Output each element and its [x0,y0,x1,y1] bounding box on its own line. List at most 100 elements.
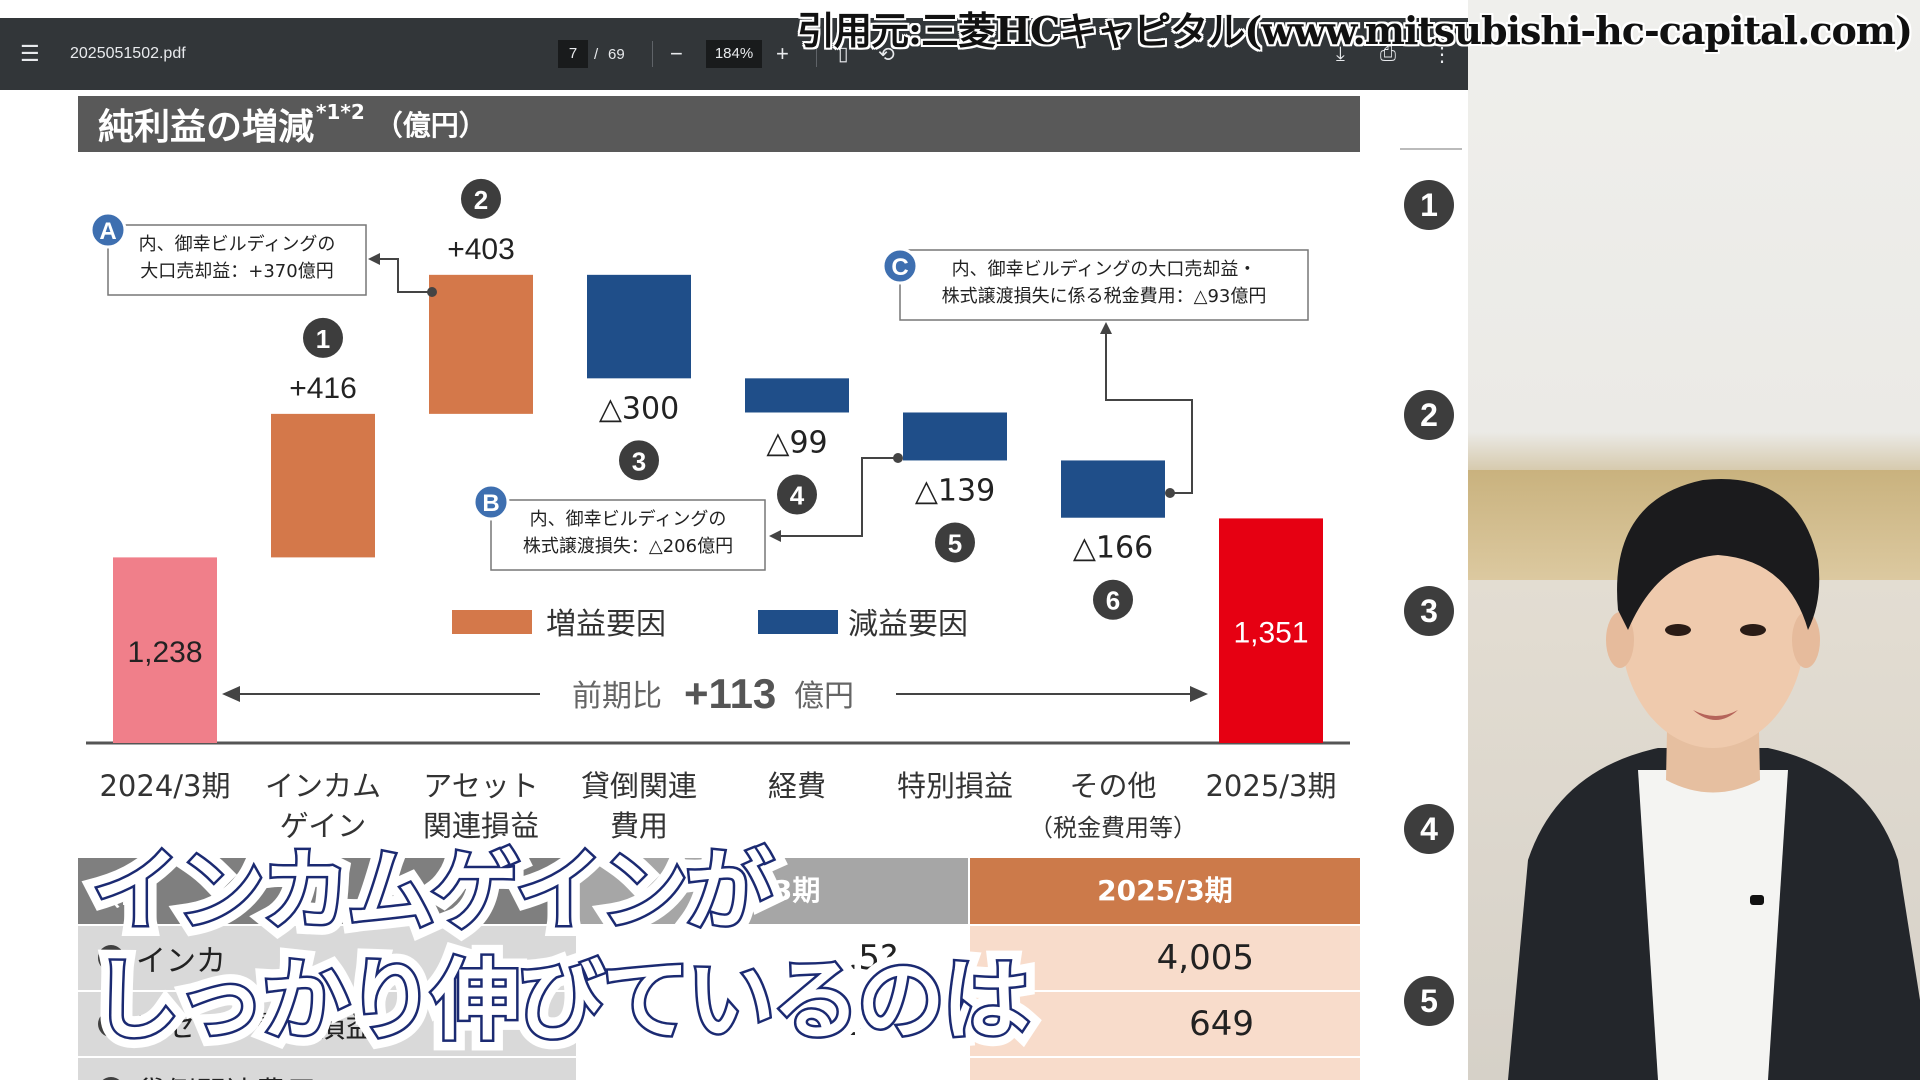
step-marker-circle [303,317,343,358]
category-label: 特別損益 [897,769,1013,803]
category-label: その他 [1069,769,1156,803]
total-pages: 69 [608,45,625,63]
annotation-a-dot [427,287,437,297]
waterfall-bar [745,378,849,413]
rotate-button[interactable]: ⟲ [878,18,895,90]
table-header-label: （1 [78,858,576,924]
annotation-c-connector [1105,328,1193,494]
step-marker-circle [777,474,817,515]
step-marker-number: 1 [316,324,330,354]
page-number-input[interactable]: 7 [558,40,588,68]
category-label: アセット [423,769,538,803]
category-label-line2: 関連損益 [423,809,539,843]
annotation-line2: 株式譲渡損失に係る税金費用：△93億円 [942,286,1267,307]
annotation-line1: 内、御幸ビルディングの大口売却益・ [952,259,1257,280]
zoom-input[interactable]: 184% [706,40,762,68]
caption-line2: しっかり伸びているのは [89,947,1032,1055]
slide-page: 純利益の増減 *1*2 （億円） 1,238 +416 1 +403 2 △300 3 △99… [0,90,1468,1080]
annotation-b-connector [775,457,896,537]
waterfall-bar [903,412,1007,461]
menu-icon: ☰ [20,41,40,66]
waterfall-bar [1061,460,1165,518]
waterfall-chart: 1,238 +416 1 +403 2 △300 3 △99 4 △139 5 △166 6 1,351 2… [86,178,1350,843]
row-current-value: 4,005 [970,926,1360,990]
step-marker-number: 5 [948,528,962,558]
toolbar-divider [652,41,653,67]
annotation-badge-letter: C [891,254,908,281]
fit-page-button[interactable]: ▯ [838,18,848,90]
table-header-current: 2025/3期 [970,858,1360,924]
bar-value-label: +416 [289,372,357,405]
presenter-video [1468,0,1920,1080]
download-button[interactable]: ⤓ [1336,18,1345,90]
waterfall-bar [429,274,533,414]
bar-value-label: 1,238 [127,636,202,669]
legend-swatch-decrease [758,610,838,634]
print-icon: ⎙ [1380,42,1396,65]
comparison-prefix: 前期比 [572,679,662,714]
bar-value-label: △139 [915,473,995,508]
toolbar-divider [816,41,817,67]
row-prev-value: 24? [576,992,968,1056]
category-label: 貸倒関連 [581,769,697,803]
fit-page-icon: ▯ [838,43,849,65]
category-label-line2: （税金費用等） [1029,814,1197,842]
caption-line2-outline: しっかり伸びているのは [81,938,1041,1063]
annotation-c-arrowhead [1100,322,1112,334]
annotation-line1: 内、御幸ビルディングの [139,234,336,255]
row-number: 2 [98,1011,124,1037]
zoom-out-button[interactable]: − [670,18,683,90]
table-header-prev: 24/3期 [576,858,968,924]
source-credit: 引用元:三菱HCキャピタル(www.mitsubishi-hc-capital.… [797,8,1913,53]
waterfall-bar [113,557,217,743]
row-label: インカ [136,944,226,979]
step-marker-number: 4 [790,480,805,510]
bar-value-label: 1,351 [1233,617,1308,650]
slide-title-bar: 純利益の増減 *1*2 （億円） [78,96,1360,152]
slide-title-unit: （億円） [374,109,487,142]
annotation-badge-letter: A [99,218,116,245]
comparison-arrow-right-head [1190,686,1208,702]
comparison-unit: 億円 [794,679,854,714]
waterfall-bar [587,274,691,379]
slide-title: 純利益の増減 [98,107,315,148]
table-row: 1 インカ …5? 4,005 [78,926,1360,992]
category-label-line2: ゲイン [280,809,366,843]
rotate-icon: ⟲ [878,43,895,66]
step-marker-number: 3 [632,446,646,476]
breakdown-table: （1 24/3期 2025/3期 1 インカ …5? 4,005 2 アセット関連損… [78,858,1360,1080]
right-marker: 4 [1404,804,1454,854]
presenter-figure [1508,479,1920,1080]
more-options-button[interactable]: ⋮ [1432,18,1452,90]
right-marker: 2 [1404,390,1454,440]
annotation-badge-circle [472,483,510,521]
zoom-out-icon: − [670,41,683,66]
row-current-value: 649 [970,992,1360,1056]
file-name: 2025051502.pdf [70,45,186,62]
top-strip [0,0,1468,18]
right-marker: 5 [1404,976,1454,1026]
annotation-badge-letter: B [482,490,499,517]
step-marker-circle [1093,579,1133,620]
menu-button[interactable]: ☰ [20,18,40,90]
table-header: （1 24/3期 2025/3期 [78,858,1360,924]
print-button[interactable]: ⎙ [1380,18,1396,90]
annotation-a-connector [372,258,430,293]
legend-label-decrease: 減益要因 [848,607,968,642]
annotation-badge-circle [881,247,919,285]
bar-value-label: △300 [599,391,679,426]
bar-value-label: △99 [766,425,827,460]
category-label: インカム [265,769,381,803]
annotation-a-arrowhead [368,253,380,265]
step-marker-number: 2 [474,185,488,215]
step-marker-circle [935,522,975,563]
zoom-in-button[interactable]: + [776,18,789,90]
more-icon: ⋮ [1432,43,1452,66]
annotation-line2: 大口売却益：+370億円 [140,261,333,282]
right-marker: 1 [1404,180,1454,230]
waterfall-bar [1219,518,1323,743]
comparison-value: +113 [684,670,776,717]
